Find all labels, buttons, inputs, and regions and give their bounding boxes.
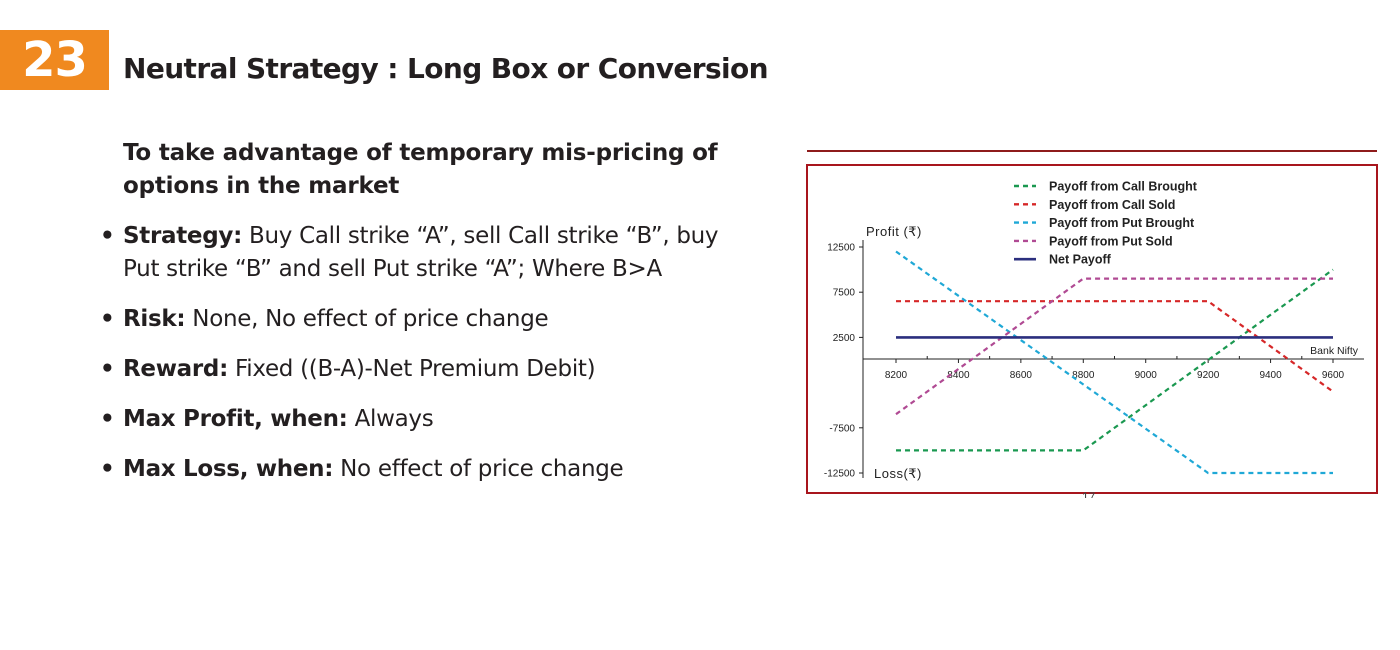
bullet-text: Buy Call strike “A”, sell Call strike “B… bbox=[123, 223, 719, 282]
list-item: • Reward: Fixed ((B-A)-Net Premium Debit) bbox=[100, 353, 760, 386]
x-tick-label: 9600 bbox=[1322, 370, 1345, 381]
x-tick-label: 8800 bbox=[1072, 370, 1095, 381]
bullet-icon: • bbox=[100, 406, 115, 432]
strategy-details-list: • Strategy: Buy Call strike “A”, sell Cal… bbox=[100, 220, 760, 503]
x-tick-label: 8600 bbox=[1010, 370, 1033, 381]
x-tick-label: 8400 bbox=[947, 370, 970, 381]
y-tick-label: -12500 bbox=[824, 469, 856, 480]
y-tick-label: 2500 bbox=[833, 333, 856, 344]
strategy-subtitle: To take advantage of temporary mis-prici… bbox=[123, 140, 718, 199]
section-number: 23 bbox=[22, 32, 88, 88]
series-line-4 bbox=[895, 277, 1333, 416]
series-line-3 bbox=[895, 250, 1333, 475]
x-tick-label: 9000 bbox=[1135, 370, 1158, 381]
legend-label: Net Payoff bbox=[1049, 253, 1112, 267]
bullet-label: Strategy: bbox=[123, 223, 242, 249]
legend-label: Payoff from Call Brought bbox=[1049, 180, 1198, 194]
bullet-icon: • bbox=[100, 306, 115, 332]
bullet-label: Reward: bbox=[123, 356, 228, 382]
page-number: 17 bbox=[1082, 490, 1096, 498]
payoff-chart: 12500 7500 2500 -7500 -12500 8200 8400 8600 8800… bbox=[806, 164, 1378, 494]
bullet-icon: • bbox=[100, 223, 115, 249]
bullet-label: Max Loss, when: bbox=[123, 456, 334, 482]
legend-label: Payoff from Call Sold bbox=[1049, 198, 1175, 212]
bullet-text: No effect of price change bbox=[333, 456, 624, 482]
y-axis-label-profit: Profit (₹) bbox=[866, 224, 922, 239]
bullet-text: None, No effect of price change bbox=[185, 306, 549, 332]
y-axis-label-loss: Loss(₹) bbox=[874, 466, 922, 481]
list-item: • Strategy: Buy Call strike “A”, sell Cal… bbox=[100, 220, 760, 286]
page-title: Neutral Strategy : Long Box or Conversio… bbox=[123, 52, 769, 85]
y-tick-label: 12500 bbox=[827, 243, 855, 254]
x-tick-label: 9400 bbox=[1259, 370, 1282, 381]
bullet-icon: • bbox=[100, 456, 115, 482]
bullet-label: Max Profit, when: bbox=[123, 406, 348, 432]
x-tick-label: 8200 bbox=[885, 370, 908, 381]
y-tick-label: 7500 bbox=[833, 288, 856, 299]
list-item: • Risk: None, No effect of price change bbox=[100, 303, 760, 336]
list-item: • Max Profit, when: Always bbox=[100, 403, 760, 436]
y-tick-label: -7500 bbox=[829, 423, 855, 434]
bullet-icon: • bbox=[100, 356, 115, 382]
series-line-2 bbox=[896, 300, 1334, 393]
bullet-text: Always bbox=[347, 406, 434, 432]
legend-label: Payoff from Put Sold bbox=[1049, 234, 1173, 248]
bullet-text: Fixed ((B-A)-Net Premium Debit) bbox=[227, 356, 596, 382]
bullet-label: Risk: bbox=[123, 306, 186, 332]
section-number-badge: 23 bbox=[0, 30, 109, 90]
chart-top-rule bbox=[807, 150, 1377, 152]
x-axis-label: Bank Nifty bbox=[1310, 345, 1359, 357]
legend-label: Payoff from Put Brought bbox=[1049, 216, 1195, 230]
series-line-1 bbox=[896, 268, 1334, 452]
x-tick-label: 9200 bbox=[1197, 370, 1220, 381]
payoff-chart-svg: 12500 7500 2500 -7500 -12500 8200 8400 8600 8800… bbox=[824, 180, 1364, 481]
list-item: • Max Loss, when: No effect of price chan… bbox=[100, 453, 760, 486]
